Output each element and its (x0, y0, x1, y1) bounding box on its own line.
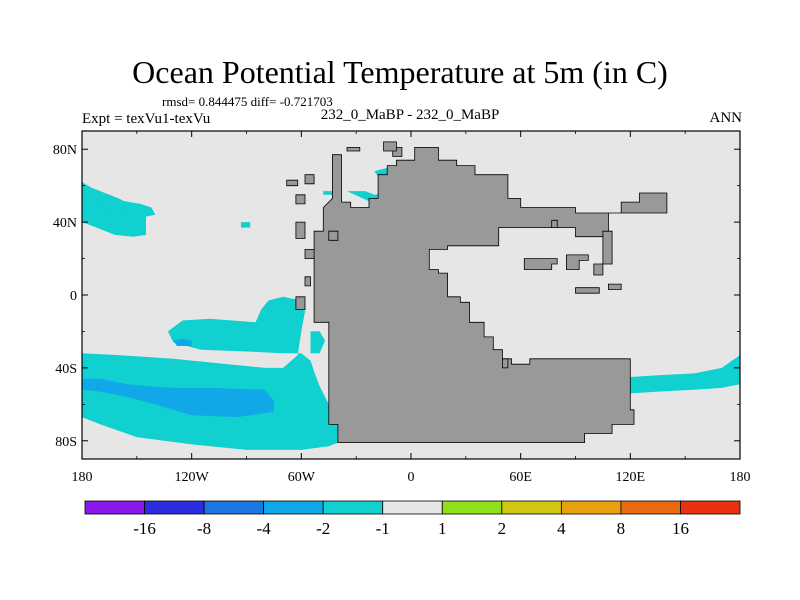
anomaly-region-2 (241, 222, 251, 228)
land-island-18 (501, 358, 509, 369)
colorbar-box-6 (441, 500, 503, 515)
y-tick-label-2: 0 (70, 289, 77, 304)
x-tick-label-4: 60E (509, 470, 532, 485)
colorbar-label-7: 4 (557, 519, 566, 538)
land-island-13 (566, 254, 589, 270)
colorbar-box-4 (322, 500, 384, 515)
anomaly-region-5 (323, 191, 335, 195)
land-island-8 (304, 276, 311, 287)
land-island-6 (295, 194, 306, 205)
anomaly-region-7 (310, 331, 326, 354)
y-tick-label-0: 80N (53, 143, 77, 158)
colorbar-box-5 (382, 500, 443, 515)
rmsd-diff-stats: rmsd= 0.844475 diff= -0.721703 (162, 94, 333, 109)
colorbar-label-0: -16 (133, 519, 156, 538)
land-island-7 (295, 221, 306, 239)
colorbar-label-1: -8 (197, 519, 211, 538)
land-supercontinent (313, 146, 668, 444)
anomaly-region-8 (630, 355, 740, 394)
colorbar-label-9: 16 (672, 519, 689, 538)
land-island-4 (286, 179, 299, 187)
colorbar-box-2 (203, 500, 265, 515)
land-island-17 (551, 219, 558, 229)
colorbar: -16 -8 -4 -2 -1 1 2 4 8 16 (84, 500, 741, 538)
colorbar-label-2: -4 (257, 519, 272, 538)
anomaly-region-1 (100, 194, 156, 217)
y-tick-label-3: 40S (55, 362, 77, 377)
chart-title: Ocean Potential Temperature at 5m (in C) (132, 54, 668, 90)
colorbar-box-9 (620, 500, 681, 515)
land-island-16 (608, 283, 622, 290)
axis-ticks: 180 120W 60W 0 60E 120E 180 80N 40N 0 40S 80S (53, 131, 751, 485)
season-label: ANN (709, 110, 743, 126)
colorbar-box-10 (680, 500, 741, 515)
colorbar-label-6: 2 (498, 519, 507, 538)
x-tick-label-5: 120E (616, 470, 646, 485)
anomaly-region-10 (82, 378, 274, 418)
x-tick-label-6: 180 (730, 470, 751, 485)
y-tick-label-1: 40N (53, 216, 77, 231)
land-mask (286, 141, 668, 444)
colorbar-box-3 (263, 500, 324, 515)
case-label: 232_0_MaBP - 232_0_MaBP (320, 107, 500, 123)
land-island-10 (328, 230, 339, 241)
colorbar-box-7 (501, 500, 562, 515)
land-island-9 (304, 248, 315, 260)
y-tick-label-4: 80S (55, 435, 77, 450)
land-island-5 (304, 174, 315, 185)
land-island-15 (575, 287, 600, 294)
land-island-11 (295, 296, 306, 311)
land-island-3 (346, 146, 361, 152)
colorbar-label-5: 1 (438, 519, 447, 538)
x-tick-label-1: 120W (175, 470, 210, 485)
anomaly-region-6 (82, 296, 338, 450)
colorbar-label-8: 8 (617, 519, 626, 538)
x-tick-label-2: 60W (288, 470, 316, 485)
experiment-label: Expt = texVu1-texVu (82, 111, 211, 127)
colorbar-box-8 (560, 500, 622, 515)
x-tick-label-3: 0 (408, 470, 415, 485)
colorbar-box-1 (144, 500, 205, 515)
land-island-2 (383, 141, 397, 152)
anomaly-region-11 (173, 338, 192, 346)
x-tick-label-0: 180 (72, 470, 93, 485)
colorbar-label-4: -1 (376, 519, 390, 538)
land-island-14 (593, 230, 613, 276)
land-island-12 (523, 258, 558, 270)
colorbar-label-3: -2 (316, 519, 330, 538)
colorbar-box-0 (84, 500, 145, 515)
